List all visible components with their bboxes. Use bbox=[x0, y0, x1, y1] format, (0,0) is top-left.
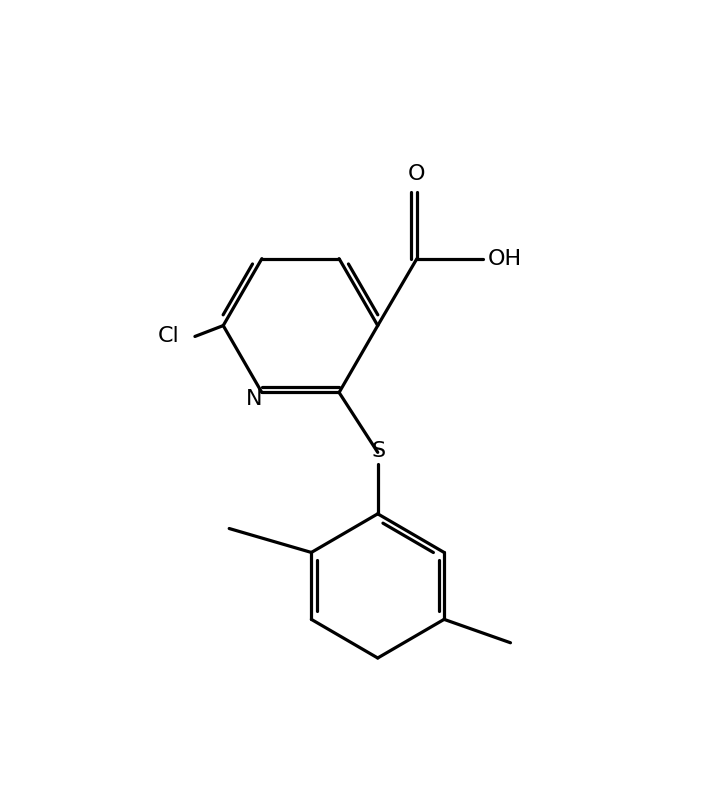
Text: O: O bbox=[408, 164, 425, 184]
Text: OH: OH bbox=[488, 249, 522, 269]
Text: Cl: Cl bbox=[158, 326, 180, 347]
Text: N: N bbox=[246, 389, 262, 409]
Text: S: S bbox=[372, 441, 386, 461]
